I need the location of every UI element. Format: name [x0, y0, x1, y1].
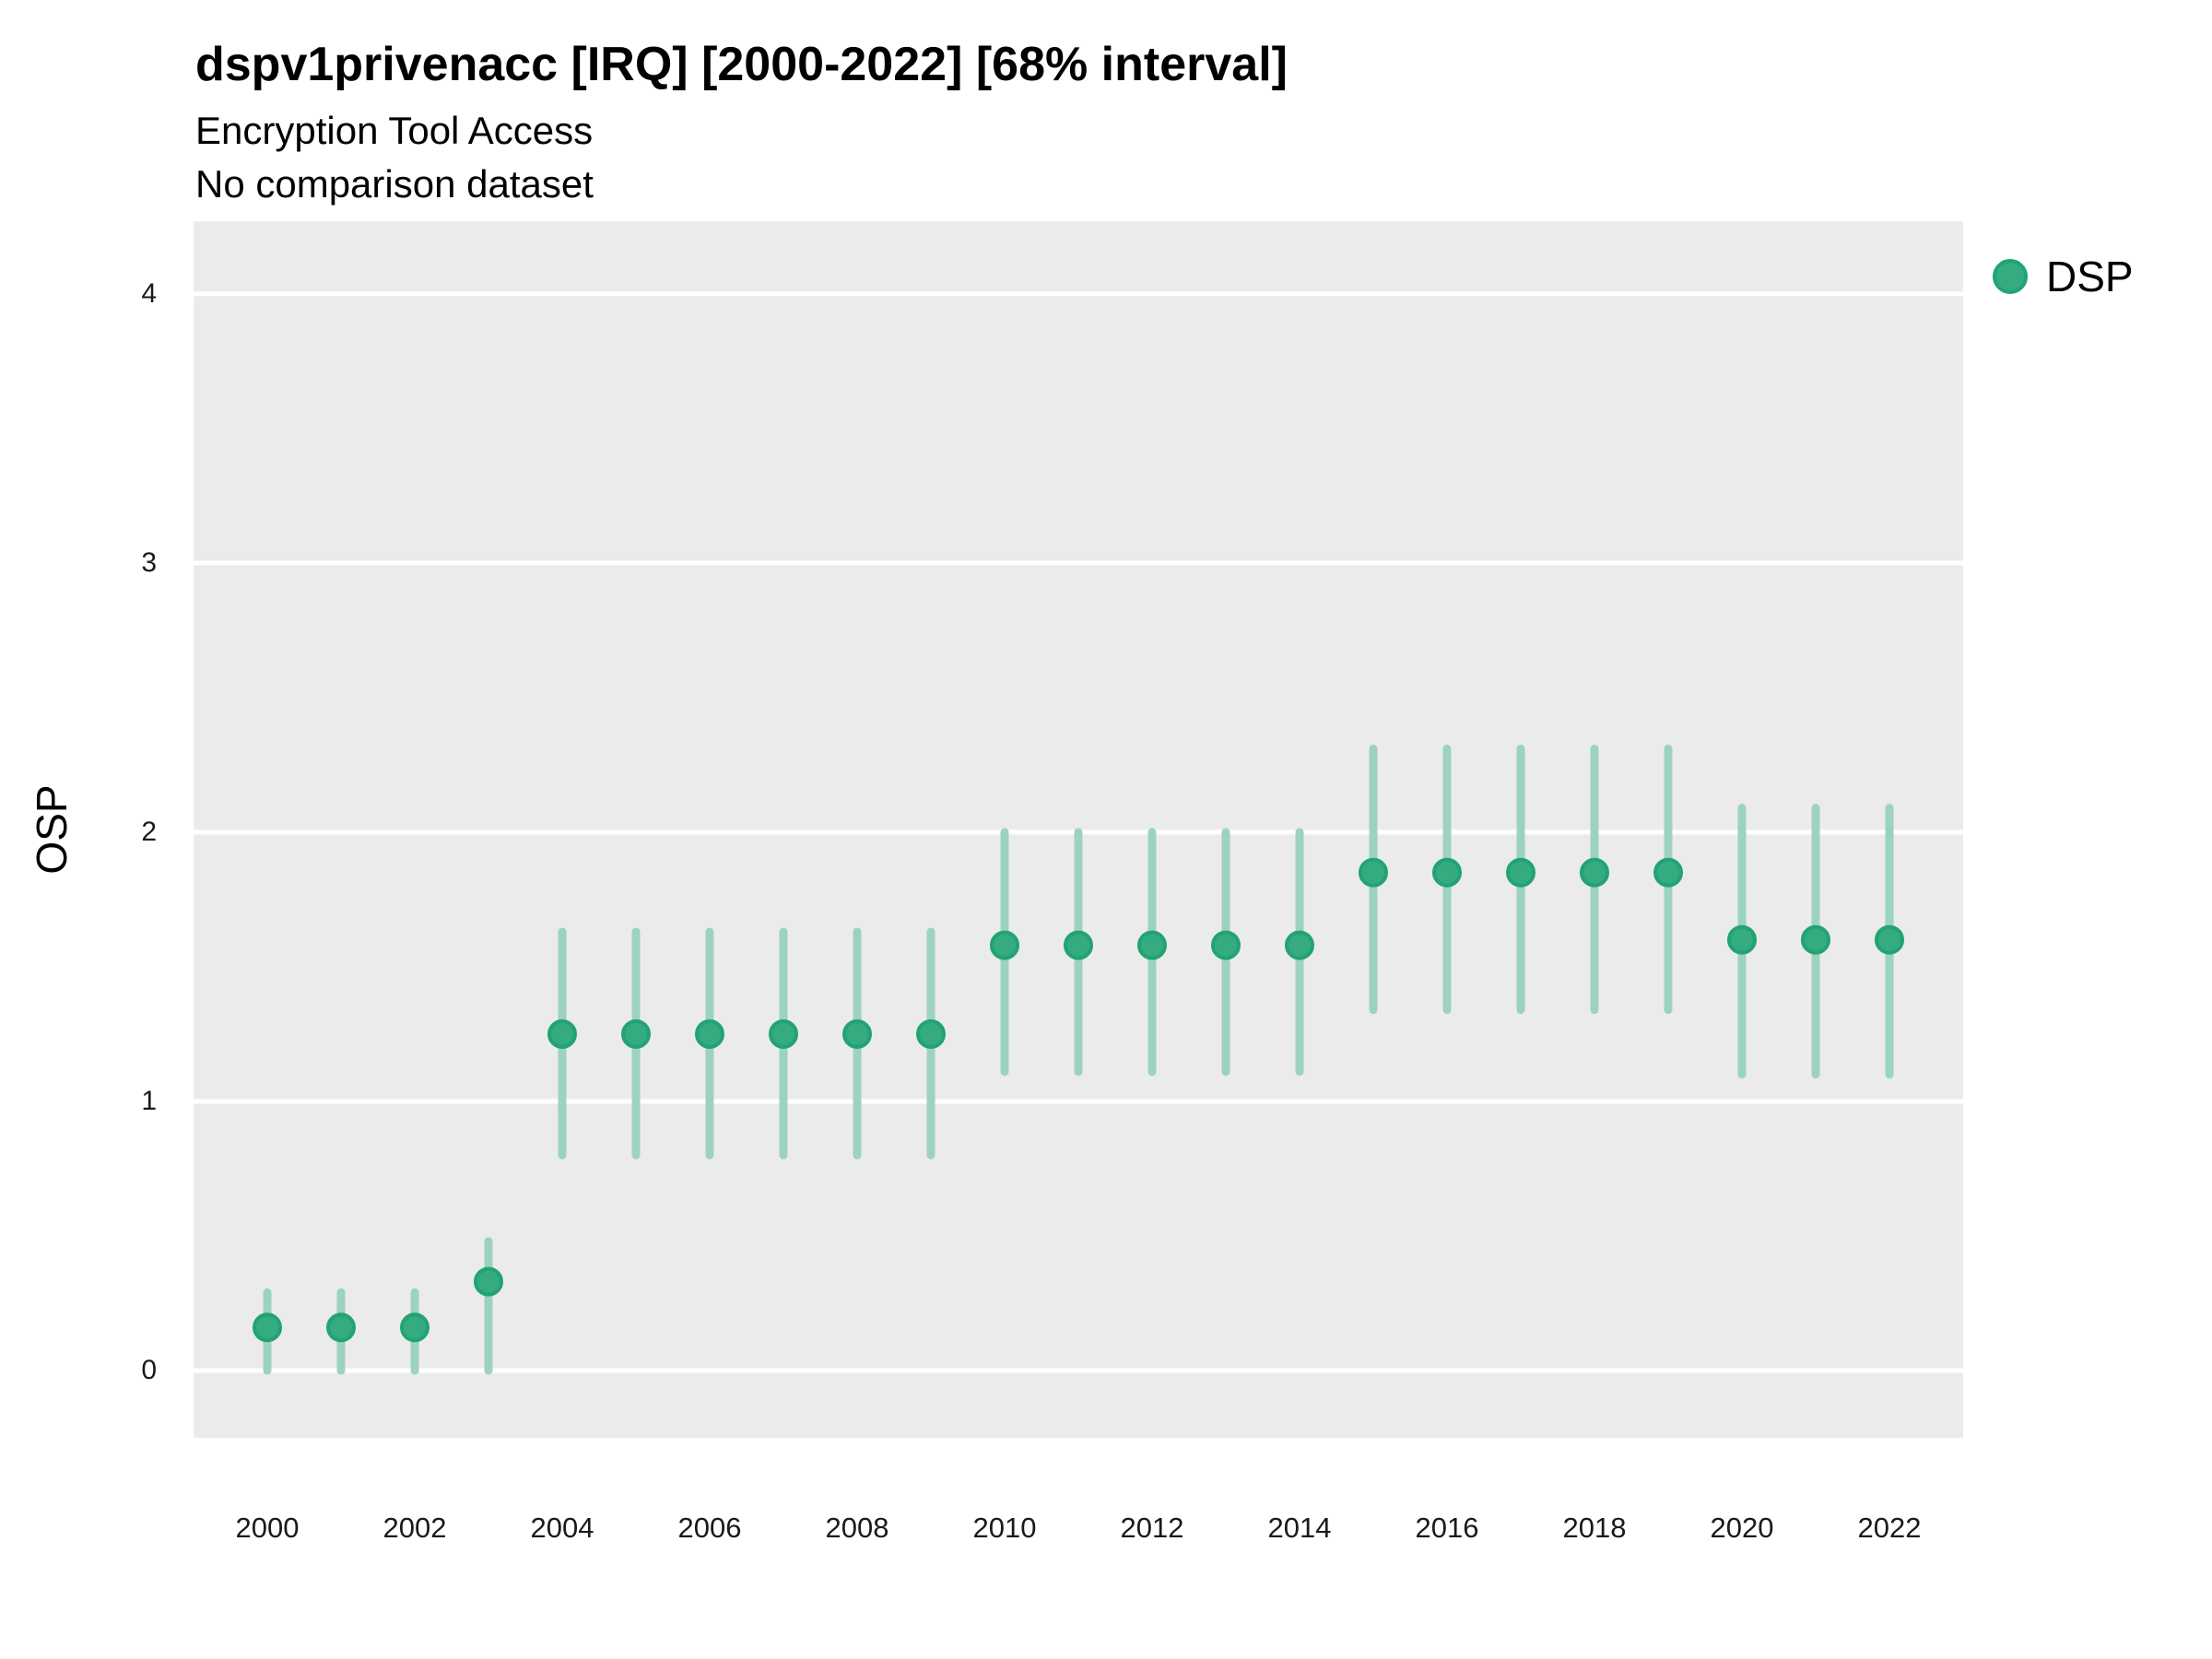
point-2022 [1875, 924, 1904, 955]
x-tick-label-2016: 2016 [1415, 1512, 1479, 1544]
x-tick-label-2002: 2002 [382, 1512, 447, 1544]
y-tick-label-0: 0 [141, 1354, 157, 1385]
y-tick-label-1: 1 [141, 1085, 157, 1116]
x-tick-label-2012: 2012 [1120, 1512, 1184, 1544]
comparison-note: No comparison dataset [195, 162, 594, 206]
point-2019 [1653, 857, 1683, 888]
point-2008 [842, 1018, 872, 1049]
point-2002 [400, 1312, 429, 1343]
x-tick-label-2008: 2008 [825, 1512, 889, 1544]
x-tick-label-2018: 2018 [1562, 1512, 1627, 1544]
point-2012 [1137, 930, 1167, 960]
y-tick-label-2: 2 [141, 816, 157, 847]
point-2018 [1580, 857, 1609, 888]
point-2009 [916, 1018, 946, 1049]
x-tick-label-2020: 2020 [1710, 1512, 1774, 1544]
point-2005 [621, 1018, 651, 1049]
x-tick-label-2010: 2010 [972, 1512, 1037, 1544]
point-2014 [1285, 930, 1314, 960]
chart-title: dspv1privenacc [IRQ] [2000-2022] [68% in… [195, 38, 1288, 91]
point-2015 [1359, 857, 1388, 888]
y-tick-label-3: 3 [141, 547, 157, 578]
legend-point-icon [1993, 259, 2028, 294]
x-tick-label-2000: 2000 [235, 1512, 300, 1544]
point-2010 [990, 930, 1019, 960]
legend-label: DSP [2046, 253, 2134, 300]
point-2011 [1064, 930, 1093, 960]
point-2020 [1727, 924, 1757, 955]
x-tick-label-2014: 2014 [1267, 1512, 1332, 1544]
point-2007 [769, 1018, 798, 1049]
plot-canvas [194, 291, 1963, 1375]
point-2004 [547, 1018, 577, 1049]
point-2001 [326, 1312, 356, 1343]
x-tick-label-2022: 2022 [1857, 1512, 1922, 1544]
point-2013 [1211, 930, 1241, 960]
x-tick-label-2006: 2006 [677, 1512, 742, 1544]
point-2003 [474, 1266, 503, 1297]
x-tick-label-2004: 2004 [530, 1512, 594, 1544]
point-2000 [253, 1312, 282, 1343]
chart-subtitle: Encryption Tool Access [195, 109, 594, 152]
point-2017 [1506, 857, 1535, 888]
point-2006 [695, 1018, 724, 1049]
plot-panel [194, 221, 1963, 1438]
point-2016 [1432, 857, 1462, 888]
point-2021 [1801, 924, 1830, 955]
y-tick-label-4: 4 [141, 277, 157, 309]
